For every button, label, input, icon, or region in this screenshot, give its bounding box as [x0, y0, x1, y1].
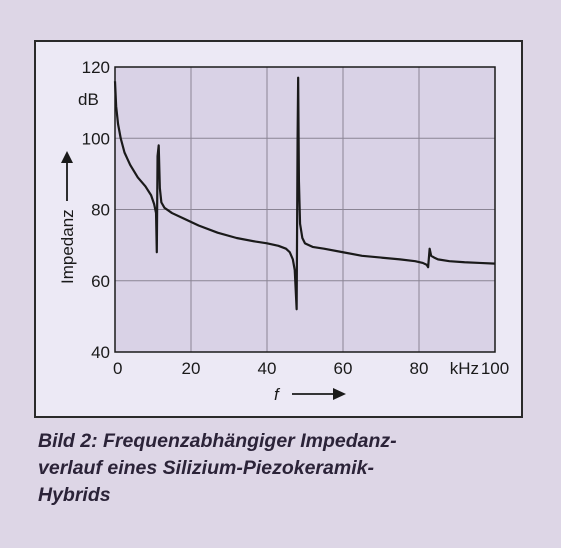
y-tick-label: 100: [82, 129, 110, 148]
x-tick-label: 20: [182, 359, 201, 378]
y-tick-label: 40: [91, 343, 110, 362]
y-tick-label: 120: [82, 58, 110, 77]
y-unit-label: dB: [78, 90, 99, 109]
x-unit-label: kHz: [450, 359, 479, 378]
figure-frame: 0 20 40 60 80 100 kHz 40 60 80 100 120 dB Impedanz …: [34, 40, 523, 418]
x-axis-label: f: [274, 385, 281, 404]
x-tick-label: 100: [481, 359, 509, 378]
x-tick-label: 80: [410, 359, 429, 378]
figure-caption: Bild 2: Frequenzabhängiger Impedanz- ver…: [38, 428, 538, 509]
y-tick-label: 80: [91, 201, 110, 220]
y-axis-label: Impedanz: [58, 209, 77, 284]
x-tick-label: 40: [258, 359, 277, 378]
x-axis-title: f: [274, 385, 346, 404]
x-axis-arrow-head: [333, 388, 346, 400]
y-axis-title: Impedanz: [58, 151, 77, 284]
caption-line-2: verlauf eines Silizium-Piezokeramik-: [38, 455, 538, 482]
x-tick-label: 0: [113, 359, 122, 378]
y-tick-label: 60: [91, 272, 110, 291]
caption-line-1: Bild 2: Frequenzabhängiger Impedanz-: [38, 428, 538, 455]
y-axis-arrow-head: [61, 151, 73, 163]
x-tick-label: 60: [334, 359, 353, 378]
caption-line-3: Hybrids: [38, 482, 538, 509]
